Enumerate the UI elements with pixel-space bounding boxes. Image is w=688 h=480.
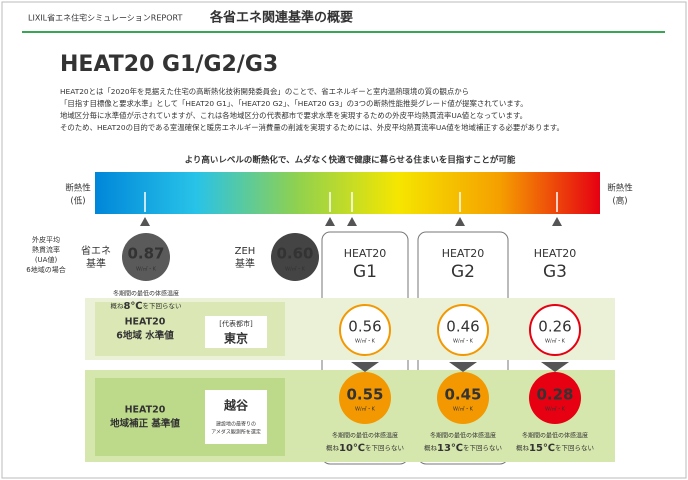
unit: W/㎡・K	[545, 338, 566, 345]
city: 越谷	[223, 398, 249, 413]
value: 0.56	[348, 318, 381, 336]
standard-label: 基準	[235, 257, 255, 270]
marker-triangle	[325, 217, 335, 226]
scale-high: (高)	[612, 196, 627, 207]
standard-circle	[271, 233, 319, 281]
intro-line: HEAT20とは「2020年を見据えた住宅の高断熱化技術開発委員会」のことで、省…	[60, 87, 469, 96]
scale-caption: より高いレベルの断熱化で、ムダなく快適で健康に暮らせる住まいを目指すことが可能	[185, 155, 516, 166]
standard-label: 基準	[86, 257, 106, 270]
standard-label: ZEH	[235, 246, 256, 257]
page-title: 各省エネ関連基準の概要	[209, 10, 353, 26]
grade-label: G1	[353, 262, 377, 282]
note-temp: 概ね15℃を下回らない	[516, 443, 594, 454]
value-circle	[529, 304, 581, 356]
value-circle	[437, 372, 489, 424]
side-label: 熱貫流率	[32, 245, 60, 254]
unit: W/㎡・K	[355, 338, 376, 345]
row-label: HEAT20	[125, 405, 166, 416]
row-label: 6地域 水準値	[116, 330, 174, 342]
value: 0.26	[538, 318, 571, 336]
value-circle	[437, 304, 489, 356]
standard-unit: W/㎡・K	[136, 266, 157, 273]
note-pre: 概ね	[516, 443, 530, 452]
value: 0.28	[536, 386, 573, 404]
side-label: 6地域の場合	[26, 265, 65, 274]
report-name: LIXIL省エネ住宅シミュレーションREPORT	[28, 13, 183, 23]
standard-value: 0.60	[276, 245, 313, 263]
city-note: アメダス観測所を選定	[211, 429, 261, 436]
value: 0.46	[446, 318, 479, 336]
unit: W/㎡・K	[355, 406, 376, 413]
note-temp-value: 10℃	[339, 443, 365, 454]
value: 0.55	[346, 386, 383, 404]
marker-triangle	[552, 217, 562, 226]
note-post: を下回らない	[365, 444, 404, 452]
row-label: 地域補正 基準値	[110, 418, 180, 430]
city-box	[205, 390, 267, 444]
note-pre: 概ね	[424, 443, 438, 452]
heading: HEAT20 G1/G2/G3	[60, 52, 278, 77]
scale-high: 断熱性	[607, 183, 633, 194]
standard-label: 省エネ	[81, 244, 111, 257]
grade-label: G3	[543, 262, 567, 282]
marker-triangle	[347, 217, 357, 226]
intro-line: そのため、HEAT20の目的である室温確保と暖房エネルギー消費量の削減を実現する…	[60, 123, 564, 132]
unit: W/㎡・K	[453, 406, 474, 413]
note-line: 冬期間の最低の体感温度	[522, 432, 588, 440]
intro-line: 「目指す目標像と要求水準」として「HEAT20 G1」、「HEAT20 G2」、…	[60, 99, 528, 108]
note-temp-value: 8℃	[123, 301, 142, 312]
marker-triangle	[455, 217, 465, 226]
note-post: を下回らない	[463, 444, 502, 452]
grade-label: G2	[451, 262, 475, 282]
city-note: 建設地の最寄りの	[216, 421, 256, 428]
unit: W/㎡・K	[453, 338, 474, 345]
marker-triangle	[140, 217, 150, 226]
standard-unit: W/㎡・K	[285, 266, 306, 273]
value-circle	[339, 304, 391, 356]
value: 0.45	[444, 386, 481, 404]
note-temp: 概ね10℃を下回らない	[326, 443, 404, 454]
city-tag: [代表都市]	[219, 319, 253, 328]
scale-low: 断熱性	[65, 183, 91, 194]
grade-name: HEAT20	[534, 247, 577, 260]
note-temp-value: 13℃	[437, 443, 463, 454]
note-line: 冬期間の最低の体感温度	[332, 432, 398, 440]
scale-low: (低)	[70, 196, 85, 207]
standard-circle	[122, 233, 170, 281]
city: 東京	[224, 331, 248, 346]
value-circle	[529, 372, 581, 424]
note-line: 冬期間の最低の体感温度	[113, 290, 179, 298]
value-circle	[339, 372, 391, 424]
grade-name: HEAT20	[442, 247, 485, 260]
note-temp: 概ね13℃を下回らない	[424, 443, 502, 454]
note-line: 冬期間の最低の体感温度	[430, 432, 496, 440]
note-temp-value: 15℃	[529, 443, 555, 454]
note-pre: 概ね	[326, 443, 340, 452]
note-post: を下回らない	[143, 302, 182, 310]
intro-line: 地域区分毎に水準値が示されていますが、これは各地域区分の代表都市で要求水準を実現…	[60, 111, 527, 120]
grade-name: HEAT20	[344, 247, 387, 260]
note-pre: 概ね	[110, 301, 124, 310]
down-triangle	[449, 362, 477, 372]
side-label: 外皮平均	[32, 235, 60, 244]
unit: W/㎡・K	[545, 406, 566, 413]
standard-value: 0.87	[127, 245, 164, 263]
note-post: を下回らない	[555, 444, 594, 452]
down-triangle	[541, 362, 569, 372]
gradient-bar	[95, 172, 600, 214]
down-triangle	[351, 362, 379, 372]
side-label: (UA値)	[35, 255, 58, 264]
row-label: HEAT20	[125, 317, 166, 328]
note-temp: 概ね8℃を下回らない	[110, 301, 181, 312]
city-box	[205, 316, 267, 348]
